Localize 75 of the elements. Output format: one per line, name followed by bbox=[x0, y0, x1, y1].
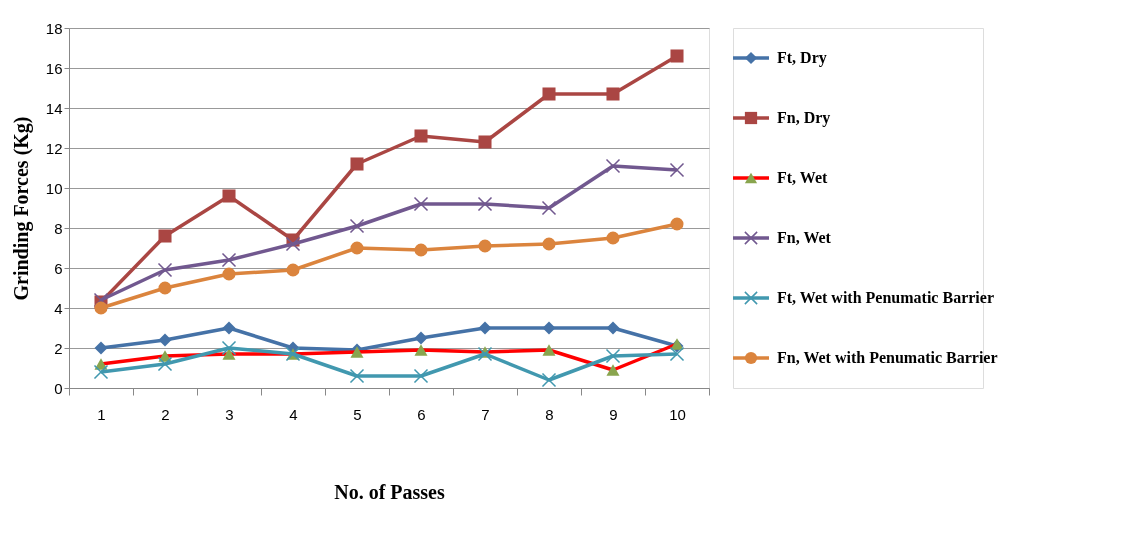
point bbox=[349, 218, 365, 234]
point bbox=[670, 49, 684, 63]
point bbox=[669, 162, 685, 178]
point bbox=[94, 341, 108, 355]
x-tick-label: 8 bbox=[545, 405, 554, 423]
point bbox=[605, 158, 621, 174]
point bbox=[285, 236, 301, 252]
x-tick-label: 1 bbox=[97, 405, 106, 423]
point bbox=[477, 346, 493, 362]
point bbox=[606, 364, 620, 376]
point bbox=[414, 344, 428, 356]
y-tick-label: 12 bbox=[45, 139, 63, 157]
point bbox=[414, 129, 428, 143]
x-tick-label: 6 bbox=[417, 405, 426, 423]
legend-label: Fn, Wet bbox=[777, 229, 832, 246]
y-tick-label: 2 bbox=[54, 339, 63, 357]
point bbox=[542, 321, 556, 335]
legend-label: Ft, Dry bbox=[777, 49, 827, 67]
point bbox=[414, 331, 428, 345]
point bbox=[93, 364, 109, 380]
point bbox=[222, 348, 236, 360]
y-tick-label: 14 bbox=[45, 99, 63, 117]
y-tick-label: 18 bbox=[45, 19, 63, 37]
point bbox=[222, 189, 236, 203]
point bbox=[222, 267, 236, 281]
point bbox=[414, 243, 428, 257]
point bbox=[669, 346, 685, 362]
x-axis-title: No. of Passes bbox=[334, 480, 445, 503]
point bbox=[542, 344, 556, 356]
point bbox=[606, 87, 620, 101]
x-tick-label: 9 bbox=[609, 405, 618, 423]
x-tick-label: 3 bbox=[225, 405, 234, 423]
point bbox=[541, 372, 557, 388]
point bbox=[670, 217, 684, 231]
point bbox=[158, 281, 172, 295]
x-tick-label: 10 bbox=[669, 405, 686, 423]
point bbox=[222, 321, 236, 335]
point bbox=[158, 229, 172, 243]
point bbox=[221, 252, 237, 268]
point bbox=[349, 368, 365, 384]
point bbox=[478, 321, 492, 335]
point bbox=[350, 157, 364, 171]
legend-label: Ft, Wet bbox=[777, 169, 829, 186]
point bbox=[478, 135, 492, 149]
x-tick-label: 5 bbox=[353, 405, 362, 423]
point bbox=[478, 239, 492, 253]
point bbox=[606, 231, 620, 245]
y-tick-label: 8 bbox=[54, 219, 63, 237]
point bbox=[542, 87, 556, 101]
point bbox=[158, 333, 172, 347]
point bbox=[606, 321, 620, 335]
point bbox=[157, 356, 173, 372]
y-tick-label: 16 bbox=[45, 59, 63, 77]
point bbox=[94, 301, 108, 315]
x-tick-label: 4 bbox=[289, 405, 298, 423]
legend-label: Ft, Wet with Penumatic Barrier bbox=[777, 289, 994, 306]
legend-label: Fn, Wet with Penumatic Barrier bbox=[777, 349, 998, 366]
y-tick-label: 6 bbox=[54, 259, 63, 277]
legend-label: Fn, Dry bbox=[777, 109, 831, 127]
point bbox=[413, 368, 429, 384]
y-axis-title: Grinding Forces (Kg) bbox=[9, 116, 33, 301]
point bbox=[605, 348, 621, 364]
x-tick-label: 7 bbox=[481, 405, 490, 423]
point bbox=[542, 237, 556, 251]
point bbox=[541, 200, 557, 216]
point bbox=[350, 241, 364, 255]
point bbox=[413, 196, 429, 212]
point bbox=[477, 196, 493, 212]
x-tick-label: 2 bbox=[161, 405, 170, 423]
y-tick-label: 4 bbox=[54, 299, 63, 317]
point bbox=[286, 263, 300, 277]
point bbox=[221, 340, 237, 356]
point bbox=[157, 262, 173, 278]
y-tick-label: 0 bbox=[54, 379, 63, 397]
y-tick-label: 10 bbox=[45, 179, 63, 197]
